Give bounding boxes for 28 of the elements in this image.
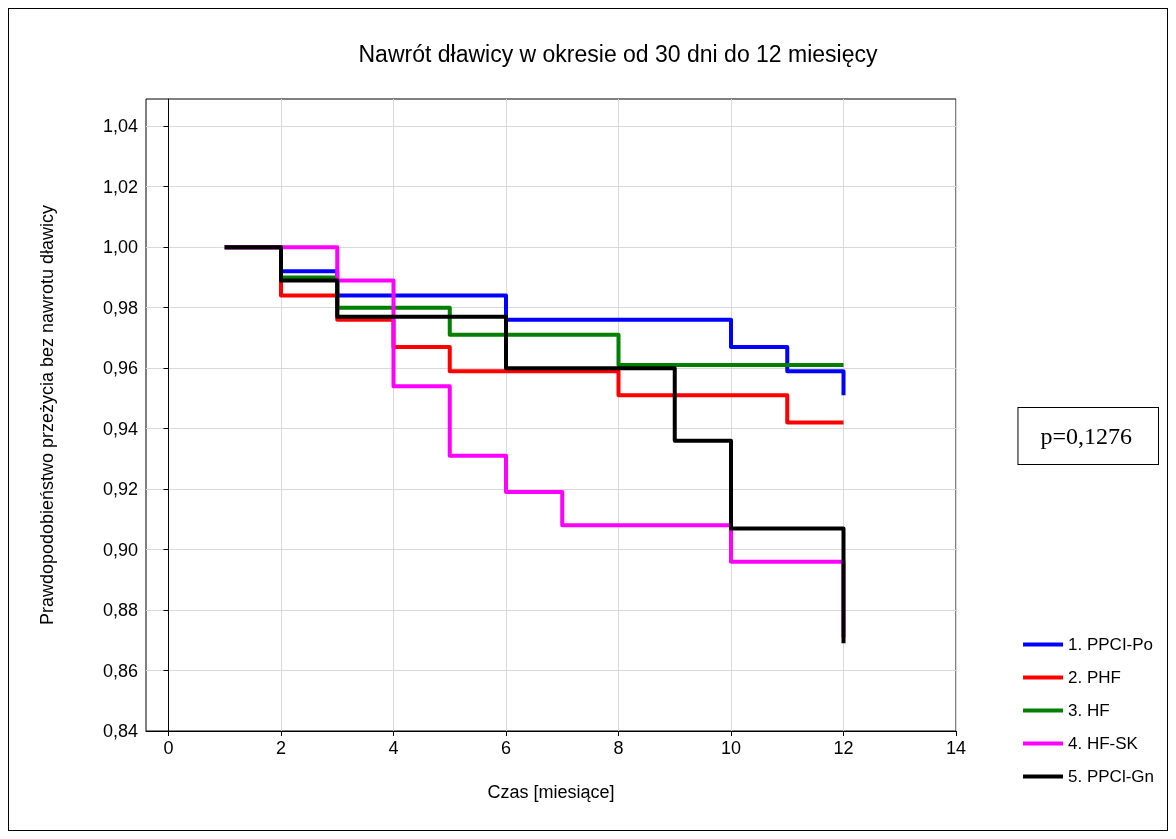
legend-label: 4. HF-SK — [1068, 734, 1139, 753]
legend-label: 2. PHF — [1068, 668, 1121, 687]
y-tick-label: 0,84 — [102, 721, 138, 741]
y-tick-label: 0,98 — [102, 297, 138, 318]
y-tick-label: 1,00 — [102, 237, 138, 258]
x-tick-label: 8 — [613, 738, 624, 758]
y-tick-label: 0,88 — [102, 600, 138, 621]
x-tick-label: 2 — [275, 738, 287, 758]
x-tick-label: 6 — [500, 738, 512, 758]
x-tick-label: 14 — [945, 738, 967, 758]
y-tick-label: 1,02 — [102, 176, 138, 197]
text: p=0,1276 — [1040, 423, 1133, 449]
x-tick-label: 0 — [163, 738, 174, 758]
x-axis-title: Czas [miesiące] — [487, 782, 615, 802]
y-tick-label: 0,90 — [102, 539, 138, 560]
legend-label: 5. PPCl-Gn — [1068, 767, 1155, 786]
legend-label: 3. HF — [1068, 701, 1110, 720]
y-tick-label: 0,94 — [102, 418, 138, 439]
y-tick-label: 0,96 — [102, 358, 138, 379]
legend-label: 1. PPCI-Po — [1068, 635, 1154, 654]
y-tick-label: 0,92 — [102, 479, 138, 500]
x-tick-label: 4 — [388, 738, 399, 758]
x-tick-label: 12 — [833, 738, 854, 758]
x-tick-label: 10 — [720, 738, 742, 758]
y-tick-label: 1,04 — [102, 116, 138, 137]
y-axis-title: Prawdopodobieństwo przeżycia bez nawrotu dławicy — [37, 204, 57, 626]
y-tick-label: 0,86 — [102, 660, 138, 681]
chart-title: Nawrót dławicy w okresie od 30 dni do 12 miesięcy — [358, 40, 878, 67]
